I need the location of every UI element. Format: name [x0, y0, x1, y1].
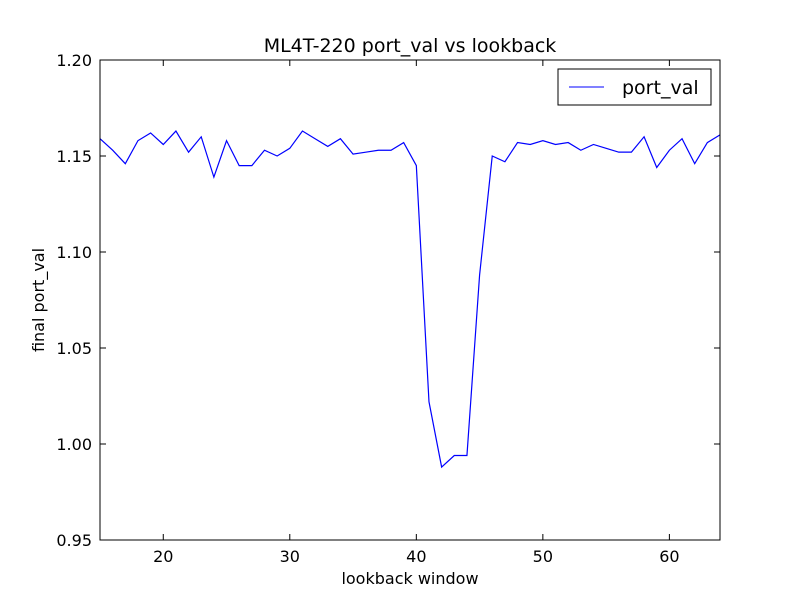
plot-frame: [99, 59, 721, 541]
series-layer: [99, 130, 721, 469]
y-tick-label: 1.05: [56, 339, 92, 358]
y-tick-label: 1.15: [56, 147, 92, 166]
y-axis-label: final port_val: [29, 248, 49, 352]
y-tick-label: 1.20: [56, 51, 92, 70]
series-line-port-val: [99, 130, 721, 469]
legend: port_val: [557, 68, 712, 106]
y-tick-label: 1.10: [56, 243, 92, 262]
y-tick-label: 0.95: [56, 531, 92, 550]
x-tick-label: 30: [280, 547, 300, 566]
x-tick-label: 60: [659, 547, 679, 566]
chart-title: ML4T-220 port_val vs lookback: [264, 35, 557, 57]
y-axis: 0.95 1.00 1.05 1.10 1.15 1.20: [56, 51, 720, 550]
x-tick-label: 50: [533, 547, 553, 566]
y-tick-label: 1.00: [56, 435, 92, 454]
x-tick-label: 20: [153, 547, 173, 566]
x-axis-label: lookback window: [341, 569, 478, 588]
x-axis: 20 30 40 50 60: [153, 60, 680, 566]
x-tick-label: 40: [406, 547, 426, 566]
legend-label-port-val: port_val: [622, 77, 699, 99]
